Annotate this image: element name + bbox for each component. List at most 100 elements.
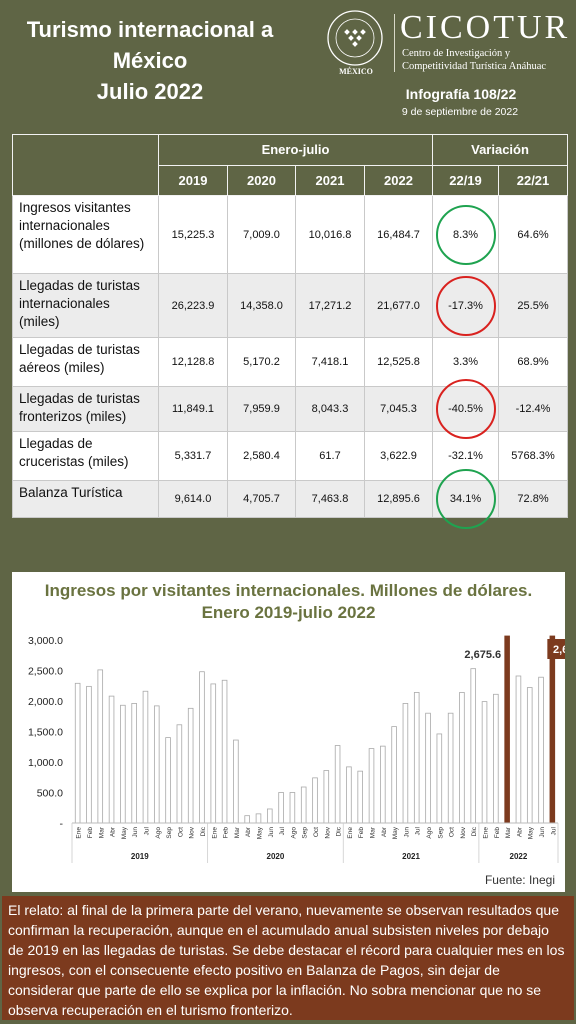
month-tick-label: Feb [358, 827, 365, 839]
month-tick-label: Ene [347, 827, 354, 839]
cell-value: 7,463.8 [295, 480, 365, 518]
bar [493, 693, 499, 824]
chart-title: Ingresos por visitantes internacionales.… [44, 581, 533, 622]
narrative-text: El relato: al final de la primera parte … [2, 896, 574, 1020]
table-corner-header [12, 133, 159, 197]
month-tick-label: Abr [516, 826, 523, 837]
bar [187, 707, 194, 824]
annotation-box [547, 639, 565, 659]
chart-card: Ingresos por visitantes internacionales.… [12, 572, 565, 892]
table-row: Llegadas de cruceristas (miles) 5,331.7 2,… [12, 430, 569, 482]
month-tick-label: Oct [177, 827, 184, 837]
bar [289, 792, 296, 824]
month-tick-label: Mar [370, 826, 377, 838]
variation-22-21: 5768.3% [498, 430, 569, 482]
brand-subtitle-line-1: Centro de Investigación y [402, 48, 511, 59]
bar-annotation-label: 2,676.9 [553, 644, 565, 656]
cell-value: 10,016.8 [295, 195, 365, 275]
group-header-variation: Variación [432, 134, 569, 166]
bar [413, 692, 420, 824]
bar [515, 675, 522, 824]
year-header: 2019 [158, 164, 228, 197]
cell-value: 5,170.2 [227, 336, 296, 387]
year-header: 2020 [227, 164, 296, 197]
bar [549, 635, 556, 824]
month-tick-label: Sep [302, 827, 309, 839]
bar [334, 745, 341, 824]
year-label: 2019 [131, 852, 149, 861]
cell-value: 5,331.7 [158, 430, 228, 482]
title-line-1: Turismo internacional a [26, 17, 274, 42]
month-tick-label: Abr [381, 826, 388, 837]
month-tick-label: Jun [132, 827, 139, 838]
bar [221, 679, 228, 824]
variation-22-19: -40.5% [432, 378, 500, 439]
table-group-header-row: Enero-julio Variación [12, 133, 569, 197]
month-tick-label: Abr [110, 826, 117, 837]
variation-value: -17.3% [448, 299, 483, 312]
month-tick-label: Ago [426, 827, 433, 839]
variation-value: 3.3% [452, 355, 479, 368]
cell-value: 14,358.0 [227, 273, 296, 338]
table-row: Ingresos visitantes internacionales (mil… [12, 195, 569, 275]
variation-22-21: 25.5% [498, 273, 569, 338]
bar [402, 703, 409, 824]
variation-22-21: 68.9% [498, 336, 569, 387]
table-year-header-row: 2019 2020 2021 2022 22/19 22/21 [13, 164, 569, 197]
month-tick-label: Dic [471, 826, 478, 836]
year-label: 2020 [267, 852, 285, 861]
cell-value: 61.7 [295, 430, 365, 482]
bar [391, 726, 397, 824]
bar [278, 792, 284, 824]
bar [176, 724, 183, 824]
table-row: Llegadas de turistas fronterizos (miles)… [12, 378, 569, 439]
cell-value: 17,271.2 [295, 273, 365, 338]
bar [481, 701, 488, 824]
month-tick-label: Oct [449, 827, 456, 837]
bar [153, 705, 160, 824]
month-tick-label: Dic [200, 826, 207, 836]
month-tick-label: Mar [234, 826, 241, 838]
logo-divider [394, 14, 395, 72]
seal-label: MÉXICO [339, 67, 373, 76]
month-tick-label: Jul [279, 826, 286, 835]
bar [425, 712, 431, 824]
title-line-2: México [112, 48, 188, 73]
variation-value: 34.1% [449, 493, 482, 506]
bar [131, 703, 137, 824]
month-tick-label: Oct [313, 827, 320, 837]
variation-value: 8.3% [452, 228, 479, 241]
month-tick-label: Feb [494, 827, 501, 839]
month-tick-label: Feb [223, 827, 230, 839]
month-tick-label: Ago [290, 827, 297, 839]
month-tick-label: Nov [324, 826, 331, 838]
month-tick-label: Jul [415, 826, 422, 835]
bar [447, 712, 454, 824]
variation-22-21: 72.8% [498, 480, 569, 518]
table-body: Ingresos visitantes internacionales (mil… [12, 195, 569, 530]
cell-value: 26,223.9 [158, 273, 228, 338]
publication-date: 9 de septiembre de 2022 [401, 106, 519, 118]
bar [323, 770, 330, 824]
row-label: Llegadas de cruceristas (miles) [12, 430, 159, 482]
month-tick-label: Ene [76, 827, 83, 839]
cell-value: 21,677.0 [363, 273, 434, 338]
cell-value: 2,580.4 [227, 430, 296, 482]
cell-value: 11,849.1 [158, 385, 228, 432]
bar [470, 668, 477, 824]
variation-22-21: -12.4% [498, 385, 569, 432]
bar [300, 786, 307, 824]
bar [312, 777, 318, 824]
variation-22-21: 64.6% [498, 195, 569, 275]
bar [357, 770, 363, 824]
variation-22-19: 8.3% [432, 195, 500, 275]
month-tick-label: May [256, 826, 263, 839]
month-tick-label: May [392, 826, 399, 839]
brand-name: CICOTUR [400, 9, 571, 46]
bar [210, 683, 217, 824]
chart-source: Fuente: Inegi [484, 873, 555, 887]
cell-value: 4,705.7 [227, 480, 296, 518]
bar [504, 635, 510, 824]
y-tick-label: 1,500.0 [28, 727, 63, 739]
infografia-number: Infografía 108/22 [405, 86, 517, 102]
